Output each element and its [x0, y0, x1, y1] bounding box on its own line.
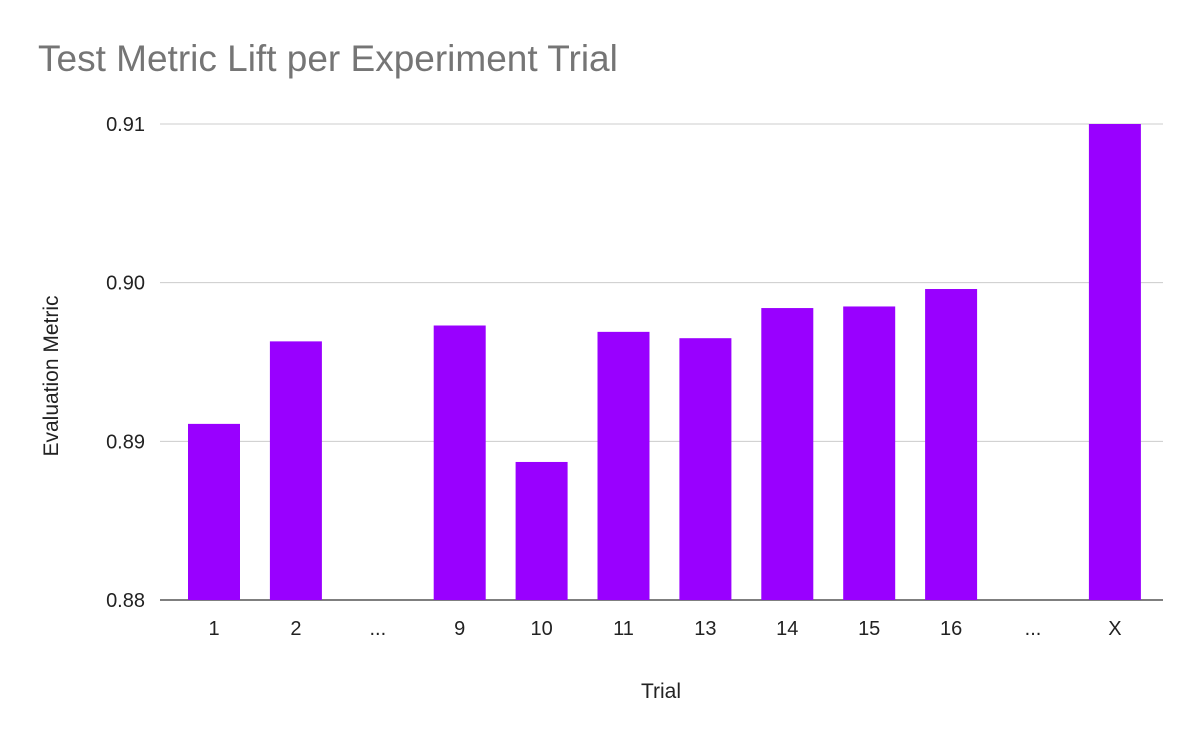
- bar-9: [433, 325, 486, 600]
- bar-14: [761, 308, 814, 600]
- bar-2: [269, 341, 322, 600]
- x-tick-label: 1: [208, 618, 219, 640]
- x-tick-label: X: [1108, 618, 1121, 640]
- bar-10: [515, 461, 568, 600]
- x-tick-label: 16: [940, 618, 962, 640]
- x-axis-title: Trial: [641, 680, 681, 703]
- x-tick-label: ...: [1025, 618, 1042, 640]
- y-tick-label: 0.90: [106, 273, 145, 295]
- chart-title: Test Metric Lift per Experiment Trial: [38, 38, 618, 79]
- x-tick-label: 2: [290, 618, 301, 640]
- bar-1: [188, 423, 240, 600]
- x-tick-label: 13: [694, 618, 716, 640]
- y-tick-labels: 0.88 0.89 0.90 0.91: [106, 114, 145, 612]
- x-tick-label: ...: [369, 618, 386, 640]
- y-axis-title: Evaluation Metric: [40, 295, 63, 456]
- x-tick-label: 15: [858, 618, 880, 640]
- y-tick-label: 0.91: [106, 114, 145, 136]
- x-tick-labels: 1 2... 9 10 11 13 14 15 16... X: [208, 618, 1121, 640]
- x-tick-label: 11: [613, 618, 634, 640]
- bar-16: [925, 289, 978, 600]
- x-tick-label: 14: [776, 618, 798, 640]
- x-tick-label: 9: [454, 618, 465, 640]
- bar-X: [1088, 124, 1141, 600]
- bar-15: [843, 306, 896, 600]
- y-tick-label: 0.89: [106, 431, 145, 453]
- gridlines: [160, 123, 1163, 601]
- x-tick-label: 10: [530, 618, 552, 640]
- bar-13: [679, 338, 732, 600]
- y-tick-label: 0.88: [106, 590, 145, 612]
- bars: [188, 124, 1141, 600]
- bar-11: [597, 331, 650, 600]
